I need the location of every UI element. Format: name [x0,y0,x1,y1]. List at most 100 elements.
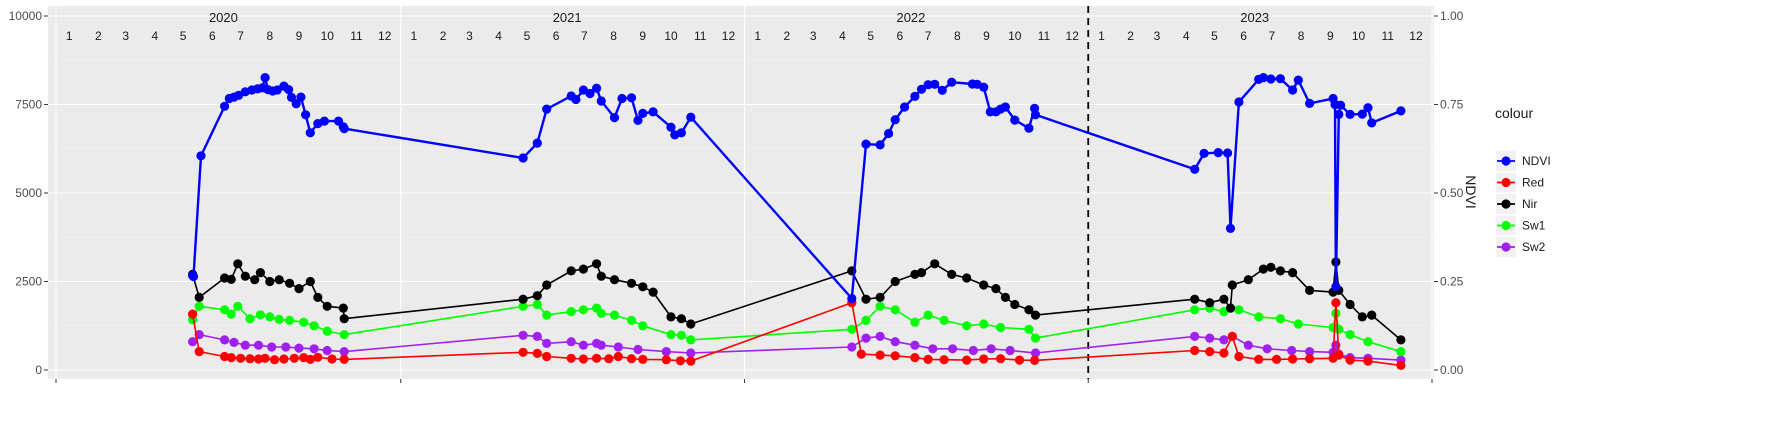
sw1-point [1363,337,1373,347]
nir-point [578,264,589,274]
legend-label-nir: Nir [1522,197,1537,211]
sw2-point [281,342,291,352]
sw1-point [962,321,972,331]
sw1-point [309,321,319,331]
red-point [1014,355,1025,365]
ndvi-point [571,94,581,105]
sw1-point [1190,305,1200,315]
nir-point [1219,294,1229,304]
series-red [188,298,1406,370]
sw1-point [1396,347,1406,357]
month-label: 12 [1409,29,1423,43]
ndvi-point [1334,109,1344,119]
red-point [1219,348,1229,358]
sw1-point [638,321,648,331]
sw2-point [847,342,857,352]
sw2-point [294,343,304,353]
red-point [979,354,989,364]
red-point [236,353,246,363]
ndvi-point [542,104,552,114]
axis-layer: 0 2500 5000 7500 10000 0.00 0.25 0.50 0.75 1.00 [9,9,1464,383]
series-ndvi [188,73,1406,304]
red-point [339,354,349,364]
month-label: 6 [1240,29,1247,43]
nir-point [1266,262,1276,272]
nir-point [1205,298,1215,308]
ndvi-point [1396,106,1406,116]
red-point [194,347,204,357]
red-point [613,351,623,362]
sw2-point [596,340,606,350]
red-point [1227,331,1237,341]
nir-point [255,268,265,278]
sw1-point [686,335,696,345]
sw1-point [1030,333,1041,343]
legend-key-point [1501,220,1511,231]
sw2-point [861,333,871,343]
red-point [542,351,552,362]
red-point [566,353,576,363]
red-point [245,354,255,364]
sw1-point [996,322,1006,333]
ndvi-point [1225,223,1236,233]
ndvi-point [1357,109,1367,119]
nir-point [991,284,1001,294]
nir-point [542,280,552,290]
sw1-point [979,319,989,329]
ndvi-point [196,151,206,161]
red-point [313,352,323,362]
nir-point [1024,305,1034,315]
legend-title: colour [1495,105,1533,121]
ndvi-point [188,271,199,282]
month-label: 2 [784,29,791,43]
month-label: 7 [237,29,244,43]
nir-point [1010,299,1020,310]
sw2-point [1005,345,1015,356]
red-point [638,354,648,364]
sw1-point [847,324,857,334]
y-left-tick-label: 2500 [15,275,42,289]
ndvi-point [1223,148,1233,158]
red-point [856,349,866,359]
y-left-tick-label: 0 [35,363,42,377]
nir-point [250,275,260,285]
sw1-point [245,314,255,324]
sw2-point [928,344,938,354]
month-label: 10 [664,29,678,43]
sw1-point [1254,312,1264,322]
nir-point [1367,310,1377,320]
ndvi-point [220,101,230,111]
ndvi-point [1010,115,1020,125]
red-point [996,354,1006,364]
ndvi-point [532,138,542,148]
nir-point [596,271,606,281]
month-label: 12 [722,29,736,43]
y-right-tick-label: 0.50 [1440,186,1464,200]
red-point [1205,347,1215,357]
ndvi-point [1293,75,1303,85]
ndvi-point [916,84,927,94]
sw2-point [253,340,264,350]
ndvi-point [947,77,957,87]
ndvi-point [1199,148,1209,158]
ndvi-point [884,128,894,139]
sw1-point [910,317,920,327]
sw2-point [339,347,349,357]
nir-point [1396,335,1406,345]
legend-key-point [1501,177,1511,188]
sw2-point [267,342,277,352]
red-point [626,354,637,364]
month-label: 9 [296,29,303,43]
red-point [675,356,686,366]
month-label: 7 [1269,29,1276,43]
ndvi-point [686,112,696,122]
sw2-point [633,344,643,355]
ndvi-point [1266,74,1276,84]
month-label: 8 [1298,29,1305,43]
nir-point [285,278,295,288]
month-label: 4 [495,29,502,43]
sw1-point [875,301,885,311]
red-point [1396,360,1406,370]
sw2-point [890,337,900,347]
sw2-point [1190,331,1200,341]
